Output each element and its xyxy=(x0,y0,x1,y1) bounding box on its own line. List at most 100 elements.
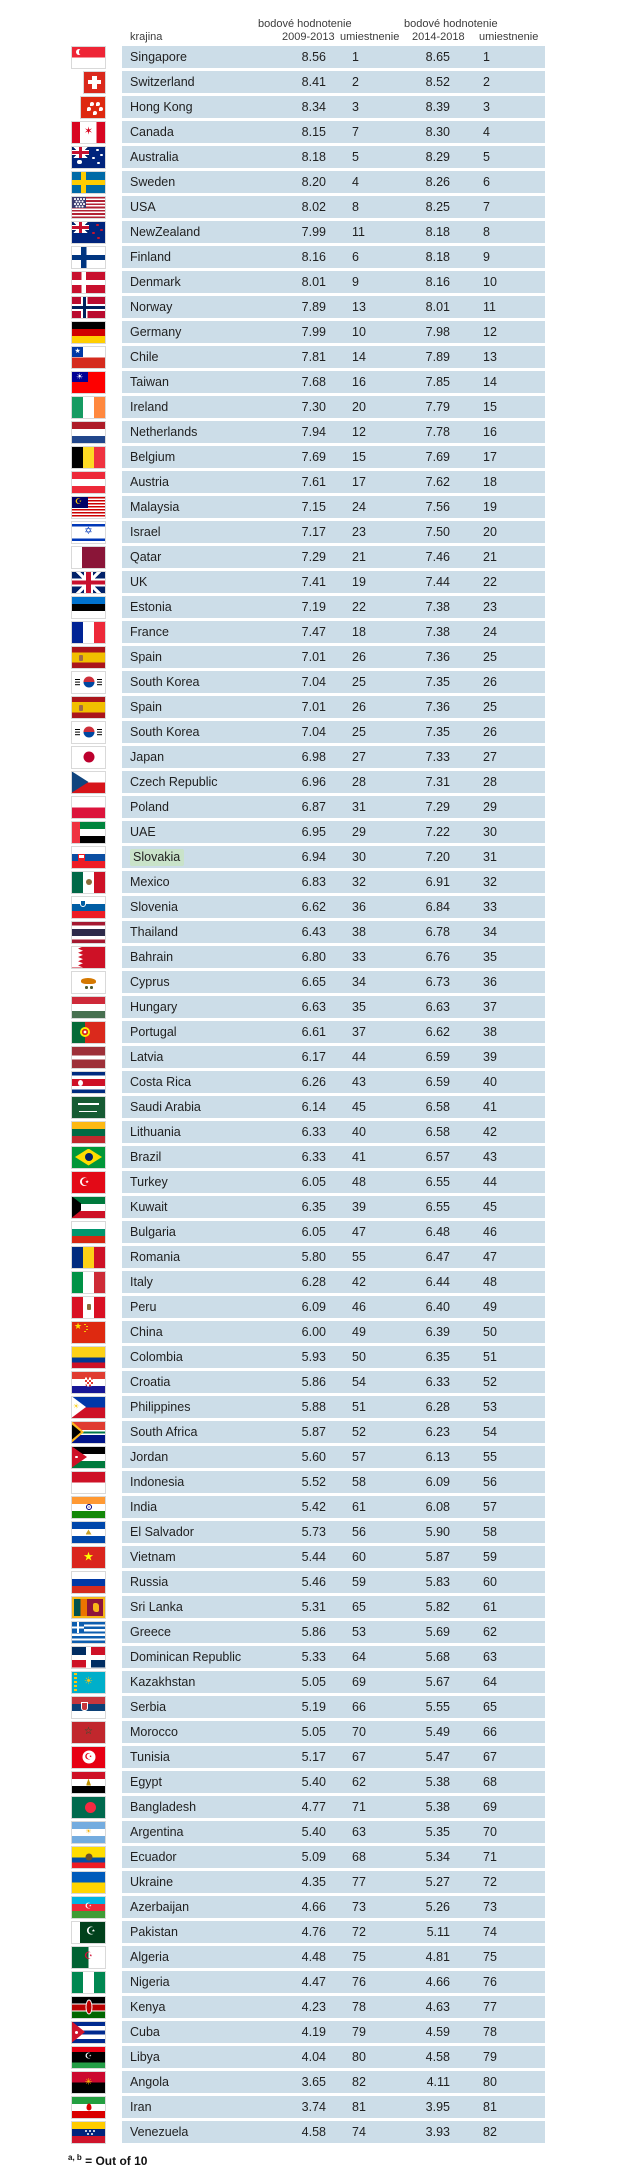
table-row: Sri Lanka 5.31 65 5.82 61 xyxy=(0,1596,619,1618)
country-name: South Korea xyxy=(130,725,200,739)
country-name: Philippines xyxy=(130,1400,191,1414)
rank-2009-2013: 76 xyxy=(352,1975,366,1989)
rank-2009-2013: 68 xyxy=(352,1850,366,1864)
country-name: Czech Republic xyxy=(130,775,218,789)
flag-qa-icon xyxy=(72,546,105,568)
flag-cell xyxy=(0,871,122,893)
row-cells: Japan 6.98 27 7.33 27 xyxy=(122,746,545,768)
score-2009-2013: 6.94 xyxy=(301,850,326,864)
table-row: Tunisia 5.17 67 5.47 67 xyxy=(0,1746,619,1768)
row-cells: Hong Kong 8.34 3 8.39 3 xyxy=(122,96,545,118)
rank-2009-2013: 63 xyxy=(352,1825,366,1839)
flag-cell xyxy=(0,1296,122,1318)
highlighted-country: Slovakia xyxy=(130,849,185,866)
rank-2014-2018: 45 xyxy=(483,1200,497,1214)
table-row: Nigeria 4.47 76 4.66 76 xyxy=(0,1971,619,1993)
table-row: Taiwan 7.68 16 7.85 14 xyxy=(0,371,619,393)
row-cells: Greece 5.86 53 5.69 62 xyxy=(122,1621,545,1643)
row-cells: Finland 8.16 6 8.18 9 xyxy=(122,246,545,268)
row-cells: Ukraine 4.35 77 5.27 72 xyxy=(122,1871,545,1893)
score-2014-2018: 7.78 xyxy=(425,425,450,439)
score-2014-2018: 4.58 xyxy=(425,2050,450,2064)
rank-2009-2013: 37 xyxy=(352,1025,366,1039)
score-2009-2013: 4.66 xyxy=(301,1900,326,1914)
flag-cell xyxy=(0,1846,122,1868)
rank-2014-2018: 50 xyxy=(483,1325,497,1339)
row-cells: Azerbaijan 4.66 73 5.26 73 xyxy=(122,1896,545,1918)
country-name: Hungary xyxy=(130,1000,178,1014)
country-name: Austria xyxy=(130,475,169,489)
flag-ma-icon xyxy=(72,1721,105,1743)
flag-jp-icon xyxy=(72,746,105,768)
rank-2014-2018: 4 xyxy=(483,125,490,139)
flag-ao-icon xyxy=(72,2071,105,2093)
flag-si-icon xyxy=(72,896,105,918)
rank-2014-2018: 63 xyxy=(483,1650,497,1664)
rank-2009-2013: 74 xyxy=(352,2125,366,2139)
score-2009-2013: 6.80 xyxy=(301,950,326,964)
flag-cell xyxy=(0,396,122,418)
flag-cell xyxy=(0,971,122,993)
score-2014-2018: 7.89 xyxy=(425,350,450,364)
score-2014-2018: 7.44 xyxy=(425,575,450,589)
table-row: Estonia 7.19 22 7.38 23 xyxy=(0,596,619,618)
row-cells: Ecuador 5.09 68 5.34 71 xyxy=(122,1846,545,1868)
table-row: Hungary 6.63 35 6.63 37 xyxy=(0,996,619,1018)
rank-2009-2013: 71 xyxy=(352,1800,366,1814)
flag-nz-icon xyxy=(72,221,105,243)
rank-2014-2018: 59 xyxy=(483,1550,497,1564)
row-cells: Cuba 4.19 79 4.59 78 xyxy=(122,2021,545,2043)
rank-2009-2013: 82 xyxy=(352,2075,366,2089)
rank-2014-2018: 37 xyxy=(483,1000,497,1014)
rank-2009-2013: 54 xyxy=(352,1375,366,1389)
rank-2014-2018: 72 xyxy=(483,1875,497,1889)
row-cells: Spain 7.01 26 7.36 25 xyxy=(122,646,545,668)
flag-ve-icon xyxy=(72,2121,105,2143)
rank-2014-2018: 42 xyxy=(483,1125,497,1139)
rank-2009-2013: 7 xyxy=(352,125,359,139)
row-cells: Jordan 5.60 57 6.13 55 xyxy=(122,1446,545,1468)
rank-2014-2018: 33 xyxy=(483,900,497,914)
country-name: Estonia xyxy=(130,600,172,614)
row-cells: Angola 3.65 82 4.11 80 xyxy=(122,2071,545,2093)
rank-2009-2013: 81 xyxy=(352,2100,366,2114)
score-2014-2018: 6.08 xyxy=(425,1500,450,1514)
flag-es-icon xyxy=(72,696,105,718)
score-2009-2013: 5.86 xyxy=(301,1625,326,1639)
country-name: Angola xyxy=(130,2075,169,2089)
table-row: Japan 6.98 27 7.33 27 xyxy=(0,746,619,768)
flag-cell xyxy=(0,1446,122,1468)
flag-fr-icon xyxy=(72,621,105,643)
score-2014-2018: 8.39 xyxy=(425,100,450,114)
table-row: Algeria 4.48 75 4.81 75 xyxy=(0,1946,619,1968)
header-period-2: 2014-2018 xyxy=(412,31,465,43)
table-row: Denmark 8.01 9 8.16 10 xyxy=(0,271,619,293)
table-row: Austria 7.61 17 7.62 18 xyxy=(0,471,619,493)
rank-2014-2018: 81 xyxy=(483,2100,497,2114)
rank-2009-2013: 52 xyxy=(352,1425,366,1439)
score-2014-2018: 6.59 xyxy=(425,1050,450,1064)
table-row: Sweden 8.20 4 8.26 6 xyxy=(0,171,619,193)
score-2014-2018: 7.35 xyxy=(425,675,450,689)
country-name: Brazil xyxy=(130,1150,162,1164)
flag-ca-icon xyxy=(72,121,105,143)
score-2014-2018: 5.38 xyxy=(425,1775,450,1789)
score-2014-2018: 8.16 xyxy=(425,275,450,289)
table-row: Germany 7.99 10 7.98 12 xyxy=(0,321,619,343)
table-row: Australia 8.18 5 8.29 5 xyxy=(0,146,619,168)
score-2014-2018: 6.55 xyxy=(425,1200,450,1214)
flag-cell xyxy=(0,346,122,368)
rank-2014-2018: 14 xyxy=(483,375,497,389)
flag-cell xyxy=(0,546,122,568)
table-row: Libya 4.04 80 4.58 79 xyxy=(0,2046,619,2068)
row-cells: Brazil 6.33 41 6.57 43 xyxy=(122,1146,545,1168)
score-2014-2018: 7.31 xyxy=(425,775,450,789)
country-name: Peru xyxy=(130,1300,157,1314)
country-name: Slovakia xyxy=(122,849,285,866)
country-name: Netherlands xyxy=(130,425,198,439)
rank-2014-2018: 5 xyxy=(483,150,490,164)
flag-cell xyxy=(0,1871,122,1893)
table-row: Kenya 4.23 78 4.63 77 xyxy=(0,1996,619,2018)
rank-2014-2018: 44 xyxy=(483,1175,497,1189)
flag-cell xyxy=(0,1321,122,1343)
